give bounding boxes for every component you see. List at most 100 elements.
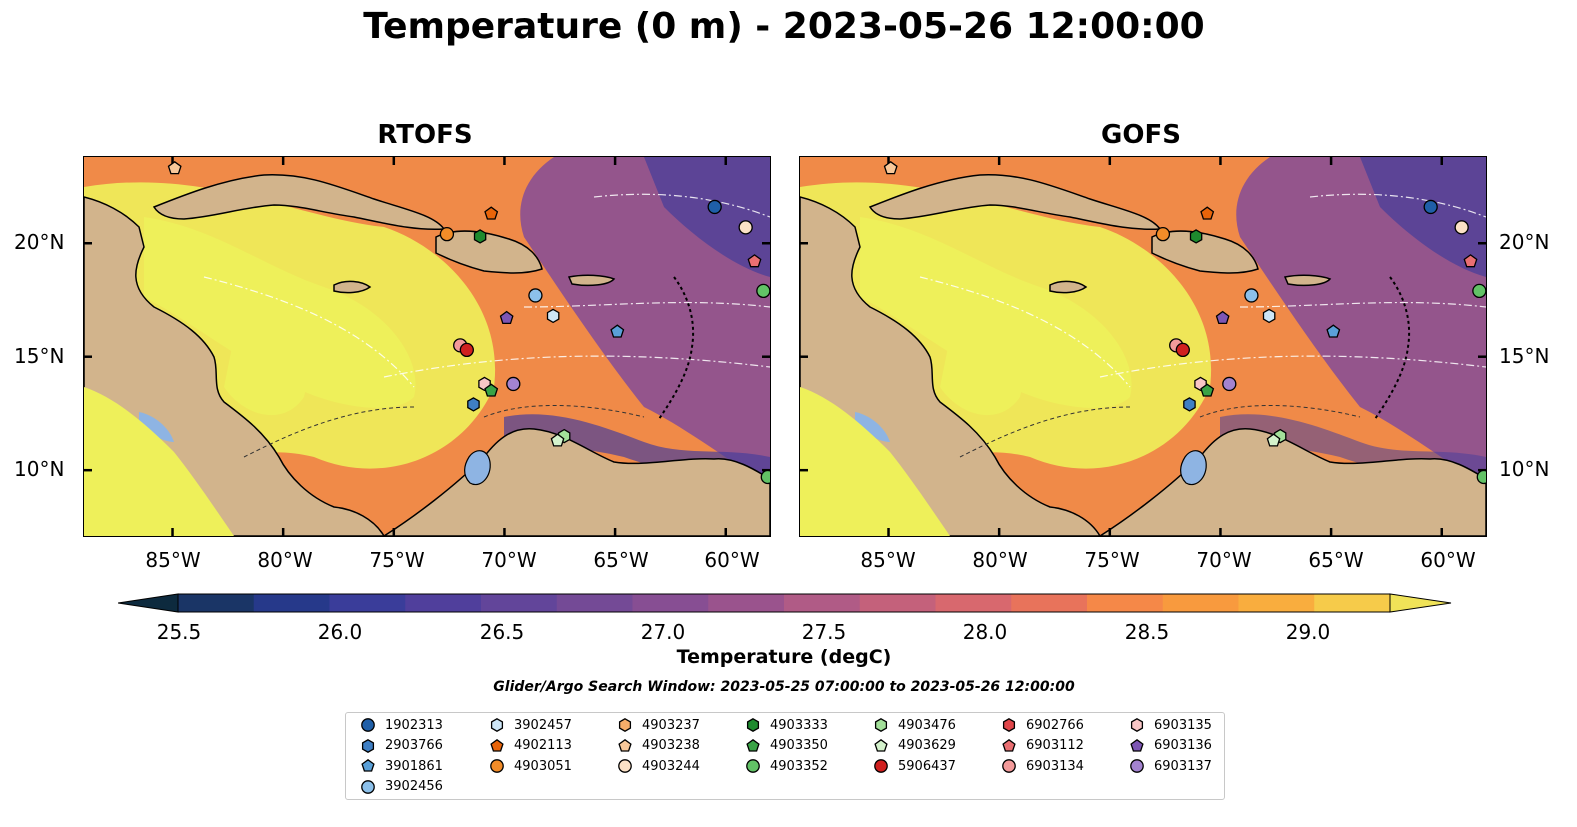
circle-marker-icon xyxy=(1130,759,1144,773)
legend-item-5906437: 5906437 xyxy=(873,756,956,776)
float-marker-2903766 xyxy=(467,397,480,412)
float-marker-4903350 xyxy=(484,383,499,397)
lon-label-gofs-65w: 65°W xyxy=(1308,548,1364,572)
legend-swatch xyxy=(361,718,375,732)
float-marker-3902457 xyxy=(1262,308,1276,324)
lat-label-right-20n: 20°N xyxy=(1499,230,1550,254)
panel-title-rtofs: RTOFS xyxy=(377,120,473,150)
puerto-rico-landmass xyxy=(1283,274,1332,287)
legend-label: 6903134 xyxy=(1026,758,1084,774)
float-marker-4903350 xyxy=(1200,383,1215,397)
legend-label: 4903476 xyxy=(898,717,956,733)
float-marker-4903333 xyxy=(1189,229,1203,244)
legend-item-4903238: 4903238 xyxy=(617,736,700,756)
legend-item-4903629: 4903629 xyxy=(873,736,956,756)
float-marker-2903766 xyxy=(1183,397,1196,412)
legend-item-6902766: 6902766 xyxy=(1001,715,1084,735)
colorbar-bin xyxy=(1238,594,1315,612)
colorbar-bin xyxy=(556,594,634,612)
legend-label: 2903766 xyxy=(385,738,443,753)
colorbar-extend-high xyxy=(1389,593,1452,613)
pentagon-marker-icon xyxy=(361,758,375,772)
warm-water-core xyxy=(860,217,1132,408)
warm-pool xyxy=(224,335,306,416)
colorbar-bin xyxy=(253,594,331,612)
float-marker-4903629 xyxy=(550,433,565,447)
float-marker-3901861 xyxy=(610,324,625,338)
legend-label: 6903112 xyxy=(1026,738,1084,753)
legend-item-1902313: 1902313 xyxy=(360,715,443,735)
panel-title-gofs: GOFS xyxy=(1101,120,1181,150)
lon-label-rtofs-60w: 60°W xyxy=(704,548,760,572)
puerto-rico-landmass xyxy=(567,274,616,287)
colorbar-tick-28-0: 28.0 xyxy=(962,620,1008,644)
legend-label: 6903136 xyxy=(1154,738,1212,753)
float-marker-6903137 xyxy=(506,376,521,392)
jamaica-landmass xyxy=(333,280,372,294)
colorbar-tick-27-0: 27.0 xyxy=(640,620,686,644)
circle-marker-icon xyxy=(490,759,504,773)
colorbar-tick-25-5: 25.5 xyxy=(156,620,202,644)
float-marker-4903238 xyxy=(883,160,898,175)
legend-label: 4903238 xyxy=(642,738,700,753)
bathymetry-contours xyxy=(243,405,645,458)
south-america-landmass xyxy=(1098,428,1486,536)
colorbar-outline xyxy=(177,593,1391,613)
hexagon-marker-icon xyxy=(874,718,888,732)
colorbar-tick-28-5: 28.5 xyxy=(1124,620,1170,644)
legend-item-4903237: 4903237 xyxy=(617,715,700,735)
float-marker-4903333 xyxy=(473,229,487,244)
legend-item-4903476: 4903476 xyxy=(873,715,956,735)
legend-label: 4902113 xyxy=(514,738,572,753)
float-marker-4902113 xyxy=(484,206,499,220)
colorbar-bin xyxy=(405,594,482,612)
lon-label-rtofs-80w: 80°W xyxy=(257,548,313,572)
hexagon-marker-icon xyxy=(490,718,504,732)
float-marker-4903238 xyxy=(167,160,182,175)
float-marker-4903352 xyxy=(1476,469,1486,485)
legend-swatch xyxy=(746,718,760,732)
legend-item-6903137: 6903137 xyxy=(1129,756,1212,776)
cuba-landmass xyxy=(868,174,1162,231)
legend-label: 4903244 xyxy=(642,758,700,774)
bathymetry-contours xyxy=(959,405,1361,458)
legend-label: 4903352 xyxy=(770,758,828,774)
lon-label-gofs-70w: 70°W xyxy=(1196,548,1252,572)
lat-label-left-20n: 20°N xyxy=(14,230,65,254)
lake-maracaibo xyxy=(1180,450,1207,486)
legend-item-6903112: 6903112 xyxy=(1001,736,1084,756)
float-marker-4903244 xyxy=(1454,220,1469,235)
float-marker-1902313 xyxy=(707,199,722,215)
circle-marker-icon xyxy=(618,759,632,773)
lon-label-rtofs-85w: 85°W xyxy=(145,548,201,572)
colorbar-bin xyxy=(329,594,406,612)
map-panel-gofs xyxy=(799,156,1487,537)
legend-item-6903134: 6903134 xyxy=(1001,756,1084,776)
legend-label: 6902766 xyxy=(1026,717,1084,733)
float-marker-6903112 xyxy=(747,254,762,268)
legend-item-4903051: 4903051 xyxy=(489,756,572,776)
colorbar-bin xyxy=(708,594,785,612)
hexagon-marker-icon xyxy=(361,738,375,753)
float-marker-5906437 xyxy=(1175,342,1190,358)
legend-swatch xyxy=(1002,718,1016,732)
legend-label: 3902457 xyxy=(514,717,572,733)
circle-marker-icon xyxy=(874,759,888,773)
float-marker-4903629 xyxy=(1266,433,1281,447)
lon-label-gofs-80w: 80°W xyxy=(972,548,1028,572)
legend-swatch xyxy=(490,738,504,752)
float-marker-3902456 xyxy=(1244,288,1259,303)
jamaica-landmass xyxy=(1049,280,1088,294)
legend-swatch xyxy=(361,779,375,794)
float-marker-5906437 xyxy=(459,342,474,358)
eez-boundary-lines xyxy=(919,193,1486,388)
colorbar-graphic xyxy=(117,593,1452,613)
colorbar-tick-29-0: 29.0 xyxy=(1285,620,1331,644)
pentagon-marker-icon xyxy=(1130,738,1144,752)
colorbar xyxy=(117,593,1452,613)
legend-label: 4903350 xyxy=(770,738,828,753)
float-marker-4903352 xyxy=(760,469,770,485)
circle-marker-icon xyxy=(361,718,375,732)
circle-marker-icon xyxy=(1002,759,1016,773)
eez-boundary-lines xyxy=(203,193,770,388)
